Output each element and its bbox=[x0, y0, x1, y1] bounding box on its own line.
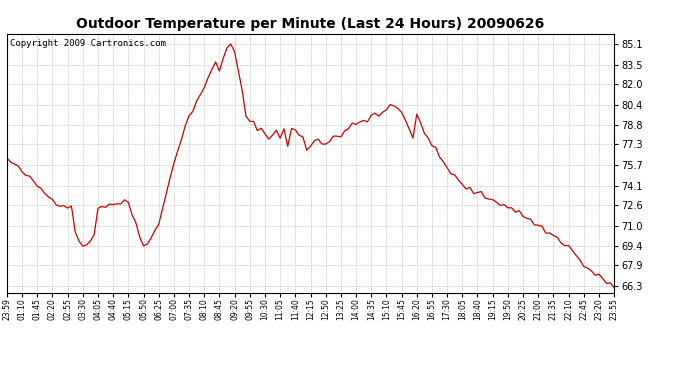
Title: Outdoor Temperature per Minute (Last 24 Hours) 20090626: Outdoor Temperature per Minute (Last 24 … bbox=[77, 17, 544, 31]
Text: Copyright 2009 Cartronics.com: Copyright 2009 Cartronics.com bbox=[10, 39, 166, 48]
